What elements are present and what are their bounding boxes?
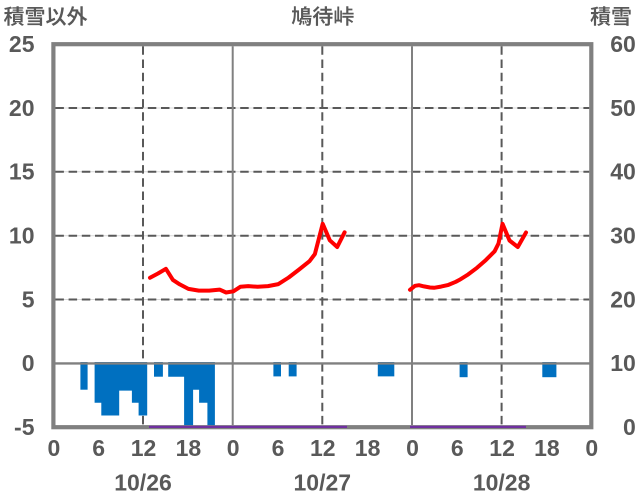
svg-text:15: 15 [9,159,35,185]
svg-text:12: 12 [131,435,157,461]
svg-text:40: 40 [610,159,636,185]
svg-text:6: 6 [92,435,105,461]
svg-text:60: 60 [610,31,636,57]
svg-text:0: 0 [48,435,61,461]
svg-text:0: 0 [406,435,419,461]
svg-text:12: 12 [489,435,515,461]
svg-text:50: 50 [610,95,636,121]
svg-text:6: 6 [272,435,285,461]
svg-text:0: 0 [585,435,598,461]
svg-text:25: 25 [9,31,35,57]
svg-text:18: 18 [176,435,202,461]
svg-text:0: 0 [22,350,35,376]
svg-text:10/27: 10/27 [294,470,352,496]
svg-text:30: 30 [610,223,636,249]
svg-text:0: 0 [623,414,636,440]
svg-text:12: 12 [310,435,336,461]
svg-text:-5: -5 [14,414,35,440]
svg-text:6: 6 [451,435,464,461]
svg-text:10/28: 10/28 [473,470,531,496]
svg-text:10/26: 10/26 [114,470,172,496]
svg-text:18: 18 [534,435,560,461]
svg-text:10: 10 [9,223,35,249]
svg-text:20: 20 [9,95,35,121]
svg-text:0: 0 [227,435,240,461]
svg-text:18: 18 [355,435,381,461]
svg-text:10: 10 [610,350,636,376]
svg-text:20: 20 [610,286,636,312]
svg-text:5: 5 [22,286,35,312]
